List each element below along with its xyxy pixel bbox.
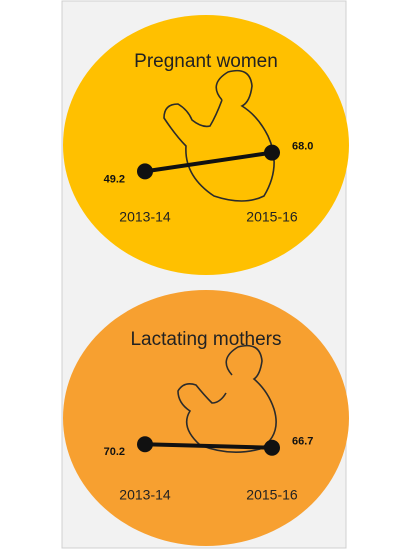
dot: [264, 439, 280, 456]
category-label: 2013-14: [119, 487, 171, 503]
value-label: 70.2: [104, 446, 125, 458]
chart-title: Pregnant women: [134, 51, 278, 72]
dot: [137, 163, 153, 180]
value-label: 66.7: [292, 436, 313, 448]
dot: [137, 436, 153, 453]
value-label: 68.0: [292, 141, 313, 153]
category-label: 2015-16: [246, 487, 298, 503]
line: [144, 442, 273, 450]
category-label: 2015-16: [246, 209, 298, 225]
line: [144, 150, 273, 174]
dot: [264, 144, 280, 161]
circle-background: [63, 15, 349, 275]
figure-sketch: [163, 69, 277, 453]
value-label: 49.2: [104, 173, 125, 185]
chart-title: Lactating mothers: [130, 329, 281, 350]
circle-background: [63, 290, 349, 546]
category-label: 2013-14: [119, 209, 171, 225]
